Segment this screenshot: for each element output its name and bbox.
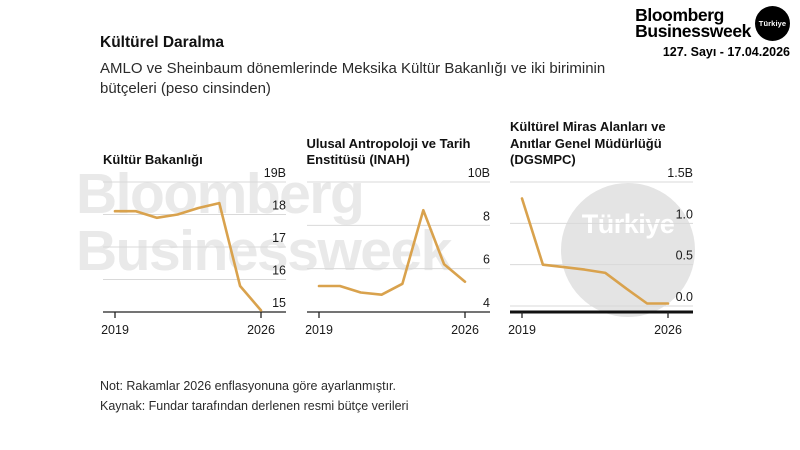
brand-line-businessweek: Businessweek <box>635 20 751 41</box>
footnotes: Not: Rakamlar 2026 enflasyonuna göre aya… <box>100 376 409 416</box>
title-block: Kültürel Daralma AMLO ve Sheinbaum dönem… <box>100 34 680 99</box>
source-text: Kaynak: Fundar tarafından derlenen resmi… <box>100 399 409 413</box>
svg-text:8: 8 <box>483 209 490 223</box>
line-chart-kultur-bakanligi: 19B 18 17 16 15 2019 2026 <box>101 166 286 337</box>
watermark-turkiye-label: Türkiye <box>581 209 675 239</box>
turkiye-badge-label: Türkiye <box>758 19 787 28</box>
svg-text:6: 6 <box>483 253 490 267</box>
svg-text:4: 4 <box>483 296 490 310</box>
turkiye-badge: Türkiye <box>755 6 790 41</box>
svg-text:2019: 2019 <box>305 323 333 337</box>
note-text: Not: Rakamlar 2026 enflasyonuna göre aya… <box>100 379 396 393</box>
brand-wordmark: Bloomberg Businessweek <box>635 5 751 41</box>
page-title: Kültürel Daralma <box>100 34 225 51</box>
line-chart-dgsmpc: 1.5B 1.0 0.5 0.0 2019 2026 <box>508 166 693 337</box>
watermark-wordmark: Bloomberg Businessweek <box>76 162 452 283</box>
svg-text:1.5B: 1.5B <box>667 166 693 180</box>
brand-row: Bloomberg Businessweek Türkiye <box>635 6 790 41</box>
svg-text:2026: 2026 <box>654 323 682 337</box>
svg-text:2019: 2019 <box>508 323 536 337</box>
svg-text:2026: 2026 <box>247 323 275 337</box>
chart-title-dgsmpc: Kültürel Miras Alanları ve Anıtlar Genel… <box>510 119 666 167</box>
watermark-line-businessweek: Businessweek <box>76 219 452 283</box>
masthead: Bloomberg Businessweek Türkiye 127. Sayı… <box>635 6 790 59</box>
chart-title-inah: Ulusal Antropoloji ve Tarih Enstitüsü (I… <box>306 135 471 167</box>
watermark-turkiye-circle: Türkiye <box>561 183 695 317</box>
chart-title-kultur-bakanligi: Kültür Bakanlığı <box>103 151 203 167</box>
chart-panel-dgsmpc: Kültürel Miras Alanları ve Anıtlar Genel… <box>508 114 693 340</box>
svg-text:19B: 19B <box>264 166 286 180</box>
svg-text:0.0: 0.0 <box>676 290 693 304</box>
svg-text:1.0: 1.0 <box>676 207 693 221</box>
svg-text:2026: 2026 <box>451 323 479 337</box>
svg-text:16: 16 <box>272 264 286 278</box>
line-chart-inah: 10B 8 6 4 2019 2026 <box>305 166 490 337</box>
page-subtitle: AMLO ve Sheinbaum dönemlerinde Meksika K… <box>100 60 606 97</box>
svg-text:15: 15 <box>272 296 286 310</box>
watermark-line-bloomberg: Bloomberg <box>76 162 365 226</box>
svg-text:10B: 10B <box>467 166 489 180</box>
svg-text:2019: 2019 <box>101 323 129 337</box>
chart-panel-kultur-bakanligi: Kültür Bakanlığı 19B 18 17 16 15 2019 2026 <box>101 114 286 340</box>
svg-text:18: 18 <box>272 199 286 213</box>
brand-line-bloomberg: Bloomberg <box>635 5 724 25</box>
charts-row: Kültür Bakanlığı 19B 18 17 16 15 2019 2026 Ulu… <box>101 114 693 340</box>
svg-text:17: 17 <box>272 231 286 245</box>
chart-panel-inah: Ulusal Antropoloji ve Tarih Enstitüsü (I… <box>305 114 490 340</box>
svg-text:0.5: 0.5 <box>676 249 693 263</box>
issue-date: 127. Sayı - 17.04.2026 <box>662 45 790 59</box>
